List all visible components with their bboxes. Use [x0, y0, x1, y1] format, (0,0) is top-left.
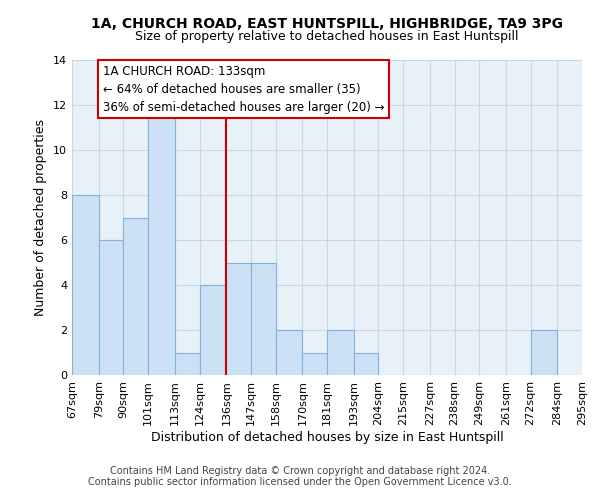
Bar [226, 262, 251, 375]
Bar [530, 330, 557, 375]
Bar [72, 195, 99, 375]
Bar [354, 352, 379, 375]
Bar [148, 105, 175, 375]
Text: Contains public sector information licensed under the Open Government Licence v3: Contains public sector information licen… [88, 477, 512, 487]
Bar [275, 330, 302, 375]
Bar [99, 240, 124, 375]
Bar [302, 352, 327, 375]
Bar [124, 218, 148, 375]
Text: 1A, CHURCH ROAD, EAST HUNTSPILL, HIGHBRIDGE, TA9 3PG: 1A, CHURCH ROAD, EAST HUNTSPILL, HIGHBRI… [91, 18, 563, 32]
Text: Contains HM Land Registry data © Crown copyright and database right 2024.: Contains HM Land Registry data © Crown c… [110, 466, 490, 476]
Bar [199, 285, 226, 375]
Bar [175, 352, 200, 375]
Bar [251, 262, 275, 375]
Y-axis label: Number of detached properties: Number of detached properties [34, 119, 47, 316]
Text: Size of property relative to detached houses in East Huntspill: Size of property relative to detached ho… [135, 30, 519, 43]
X-axis label: Distribution of detached houses by size in East Huntspill: Distribution of detached houses by size … [151, 430, 503, 444]
Text: 1A CHURCH ROAD: 133sqm
← 64% of detached houses are smaller (35)
36% of semi-det: 1A CHURCH ROAD: 133sqm ← 64% of detached… [103, 64, 384, 114]
Bar [327, 330, 354, 375]
